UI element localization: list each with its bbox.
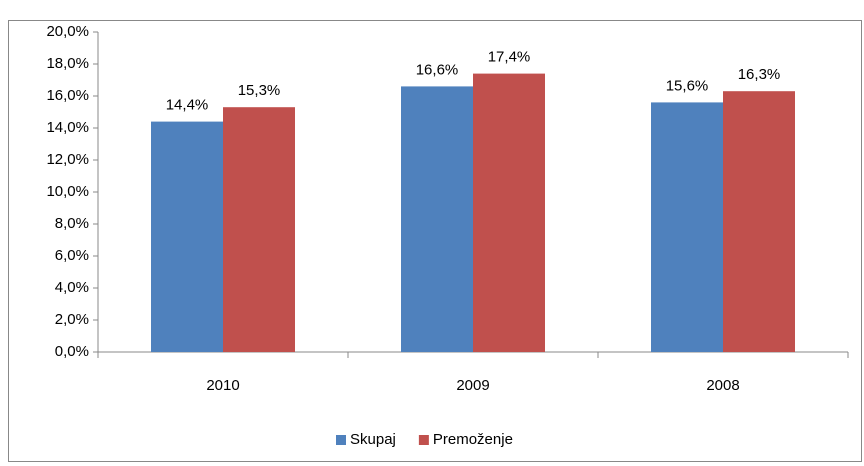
value-label: 16,3% [738,66,781,83]
value-label: 17,4% [488,49,531,66]
value-label: 15,6% [666,77,709,94]
legend-swatch [418,435,429,445]
y-tick-label: 18,0% [46,55,89,72]
y-tick-label: 0,0% [55,343,89,360]
value-label: 15,3% [238,82,281,99]
x-tick-label: 2008 [706,377,739,394]
x-tick-label: 2009 [456,377,489,394]
legend-label: Skupaj [350,431,396,448]
y-tick-label: 14,0% [46,119,89,136]
value-label: 16,6% [416,61,459,78]
bar [473,73,545,352]
bar [401,86,473,353]
y-tick-label: 20,0% [46,23,89,40]
bar [651,102,723,353]
x-tick-label: 2010 [206,377,239,394]
y-tick-label: 10,0% [46,183,89,200]
value-label: 14,4% [166,97,209,114]
y-tick-label: 16,0% [46,87,89,104]
legend-label: Premoženje [433,431,513,448]
y-tick-label: 4,0% [55,279,89,296]
y-tick-label: 8,0% [55,215,89,232]
bar [151,121,223,352]
y-tick-label: 12,0% [46,151,89,168]
legend-swatch [336,435,346,445]
bar [223,107,295,352]
y-tick-label: 6,0% [55,247,89,264]
bar [723,91,795,352]
y-tick-label: 2,0% [55,311,89,328]
